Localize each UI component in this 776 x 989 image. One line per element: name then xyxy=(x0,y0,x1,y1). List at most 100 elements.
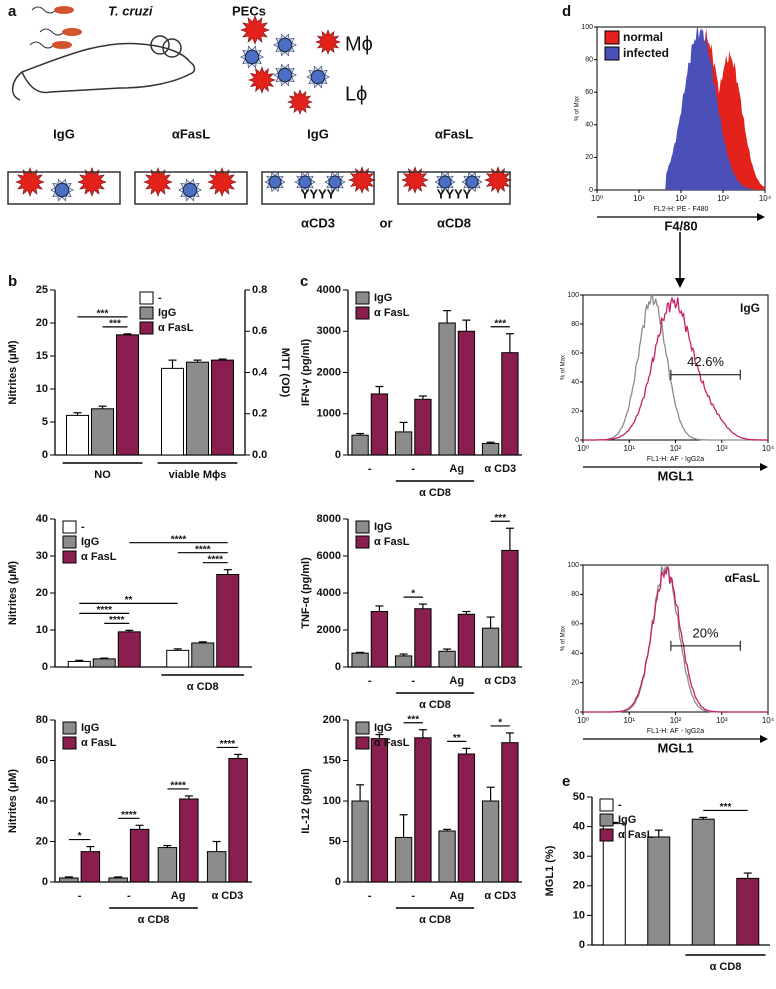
y-tick-label: 150 xyxy=(323,754,341,766)
bar xyxy=(186,361,209,456)
legend-label: α FasL xyxy=(374,307,410,319)
stimulus: αCD8 xyxy=(437,215,471,230)
x-tick-label: 10³ xyxy=(717,194,729,203)
significance-label: **** xyxy=(195,544,211,555)
x-tick-label: 10⁰ xyxy=(577,444,589,453)
marker-arrow-head xyxy=(757,213,765,221)
y2-axis-label: MTT (OD) xyxy=(279,348,291,398)
error-bar xyxy=(505,527,514,551)
legend-swatch xyxy=(355,736,370,750)
legend-swatch xyxy=(599,798,614,812)
y-tick-label: 15 xyxy=(36,350,48,362)
y-tick-label: 1000 xyxy=(317,408,341,420)
legend-swatch xyxy=(62,550,77,564)
bar xyxy=(211,359,234,456)
lymphocyte xyxy=(182,182,198,198)
arrow-head xyxy=(675,278,685,288)
y-tick-label: 20 xyxy=(36,587,48,599)
y-axis-label: Nitrites (μM) xyxy=(7,561,19,626)
error-bar xyxy=(375,385,384,394)
histogram-curve xyxy=(597,27,765,190)
bar xyxy=(59,877,79,883)
lymphocyte xyxy=(310,69,326,85)
y-tick-label: 50 xyxy=(329,835,341,847)
legend-swatch xyxy=(604,30,620,45)
y-tick-label: 100 xyxy=(581,24,593,31)
error-bar xyxy=(64,876,73,878)
legend-swatch xyxy=(139,306,154,320)
gate-label: 42.6% xyxy=(687,354,724,369)
x-tick-label: 10⁴ xyxy=(762,444,775,453)
error-bar xyxy=(418,395,427,400)
x-tick-label: α CD3 xyxy=(211,890,243,902)
error-bar xyxy=(375,733,384,739)
y-axis-label: IL-12 (pg/ml) xyxy=(300,768,312,834)
error-bar xyxy=(356,651,365,654)
significance-label: *** xyxy=(720,802,732,813)
well xyxy=(261,171,375,205)
panel-label: d xyxy=(562,3,571,20)
lymphocyte xyxy=(277,67,293,83)
stimulus: or xyxy=(380,215,393,230)
legend-swatch xyxy=(355,306,370,320)
diagram: T. cruzi PECs Mϕ Lϕ IgG αFasL IgG αFasL … xyxy=(7,3,512,230)
legend-swatch xyxy=(599,828,614,842)
y-axis-label: % of Max xyxy=(575,96,581,121)
legend-label: IgG xyxy=(81,722,99,734)
bar xyxy=(67,660,91,668)
bar xyxy=(414,608,432,668)
marker-arrow-head xyxy=(760,463,768,471)
mouse xyxy=(20,42,196,94)
x-tick-label: α CD3 xyxy=(484,463,516,475)
bar xyxy=(501,352,519,456)
significance-label: *** xyxy=(97,309,109,320)
x-tick-label: 10¹ xyxy=(623,444,635,453)
x-tick-label: 10⁰ xyxy=(591,194,603,203)
legend-label: IgG xyxy=(374,521,392,533)
macrophage xyxy=(401,166,429,194)
y-tick-label: 0 xyxy=(589,187,593,194)
error-bar xyxy=(198,641,207,643)
error-bar xyxy=(486,616,495,629)
bar xyxy=(691,818,715,946)
y-tick-label: 60 xyxy=(36,754,48,766)
error-bar xyxy=(486,786,495,801)
bar xyxy=(117,631,141,668)
legend-swatch xyxy=(604,46,620,61)
error-bar xyxy=(98,405,107,409)
error-bar xyxy=(86,845,95,852)
legend-swatch xyxy=(62,721,77,735)
x-tick-label: 10⁴ xyxy=(762,716,775,725)
marker-label: MGL1 xyxy=(657,740,693,755)
error-bar xyxy=(462,747,471,755)
x-tick-label: 10² xyxy=(670,716,682,725)
x-tick-label: 10² xyxy=(670,444,682,453)
error-bar xyxy=(399,653,408,656)
y-tick-label: 4000 xyxy=(317,587,341,599)
bar xyxy=(191,642,215,668)
significance-label: **** xyxy=(171,534,187,545)
error-bar xyxy=(193,359,202,363)
bar xyxy=(370,393,389,456)
error-bar xyxy=(234,753,243,759)
y-tick-label: 60 xyxy=(585,89,593,96)
significance-label: * xyxy=(498,718,502,729)
y-tick-label: 0 xyxy=(575,437,579,444)
error-bar xyxy=(356,432,365,436)
legend-label: IgG xyxy=(618,814,636,826)
legend-label: IgG xyxy=(81,536,99,548)
x-tick-label: - xyxy=(368,890,372,902)
legend-swatch xyxy=(355,535,370,549)
legend-label: - xyxy=(81,521,85,533)
bar xyxy=(394,655,413,668)
bracket-label: α CD8 xyxy=(419,699,451,711)
organism: T. cruzi xyxy=(108,3,153,18)
panel-label: e xyxy=(562,773,570,790)
y-tick-label: 80 xyxy=(571,321,579,328)
bracket-label: α CD8 xyxy=(419,914,451,926)
channel-label: FL1-H: AF - IgG2a xyxy=(647,728,704,735)
histogram-curve xyxy=(583,566,768,713)
macrophage-label: Mϕ xyxy=(345,33,373,55)
x-tick-label: α CD3 xyxy=(484,675,516,687)
legend-label: IgG xyxy=(374,292,392,304)
